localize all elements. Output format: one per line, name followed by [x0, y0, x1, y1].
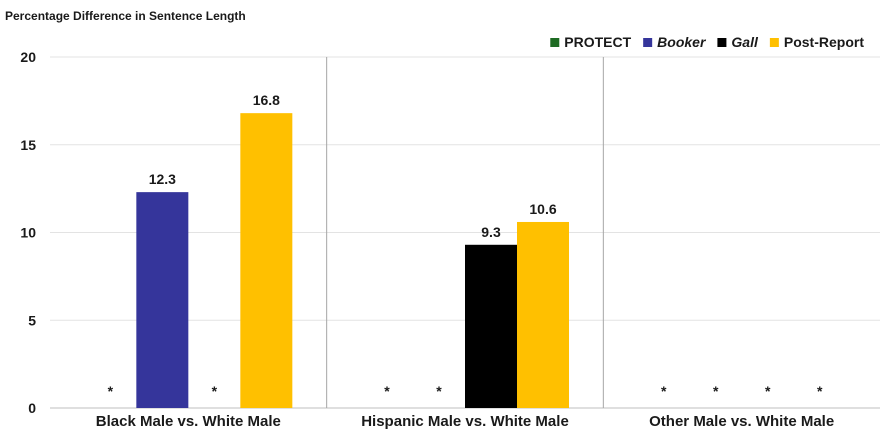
data-label: 12.3: [149, 171, 176, 187]
category-dividers: [326, 57, 604, 408]
y-axis-ticks: 0 5 10 15 20: [20, 49, 36, 416]
legend-label: Booker: [657, 34, 707, 50]
legend: Post-Report Gall Booker PROTECT: [550, 34, 864, 50]
legend-label: Post-Report: [784, 34, 864, 50]
data-label: 16.8: [253, 92, 280, 108]
data-labels: * 12.3 * 16.8 * * 9.3 10.6 * * * *: [108, 92, 823, 399]
bar: [517, 221, 569, 408]
bar: [240, 113, 293, 408]
legend-swatch: [643, 38, 653, 47]
y-tick-label: 20: [20, 49, 36, 65]
legend-swatch: [717, 38, 727, 47]
no-data-marker: *: [384, 383, 390, 399]
legend-swatch: [550, 38, 560, 47]
no-data-marker: *: [661, 383, 667, 399]
bar: [465, 244, 517, 408]
bars: [136, 113, 569, 408]
bar: [136, 192, 189, 408]
y-tick-label: 15: [20, 137, 36, 153]
no-data-marker: *: [817, 383, 823, 399]
no-data-marker: *: [713, 383, 719, 399]
x-category-label: Black Male vs. White Male: [96, 413, 281, 430]
legend-swatch: [769, 38, 779, 47]
legend-label: PROTECT: [564, 34, 631, 50]
y-tick-label: 5: [28, 312, 36, 328]
legend-label: Gall: [731, 34, 759, 50]
y-tick-label: 10: [20, 225, 36, 241]
x-category-label: Hispanic Male vs. White Male: [361, 413, 569, 430]
no-data-marker: *: [765, 383, 771, 399]
data-label: 9.3: [481, 224, 501, 240]
y-axis-title: Percentage Difference in Sentence Length: [5, 9, 246, 23]
y-tick-label: 0: [28, 400, 36, 416]
no-data-marker: *: [108, 383, 114, 399]
no-data-marker: *: [436, 383, 442, 399]
no-data-marker: *: [212, 383, 218, 399]
x-category-label: Other Male vs. White Male: [649, 413, 834, 430]
data-label: 10.6: [529, 201, 556, 217]
x-axis-categories: Black Male vs. White Male Hispanic Male v…: [96, 413, 834, 430]
